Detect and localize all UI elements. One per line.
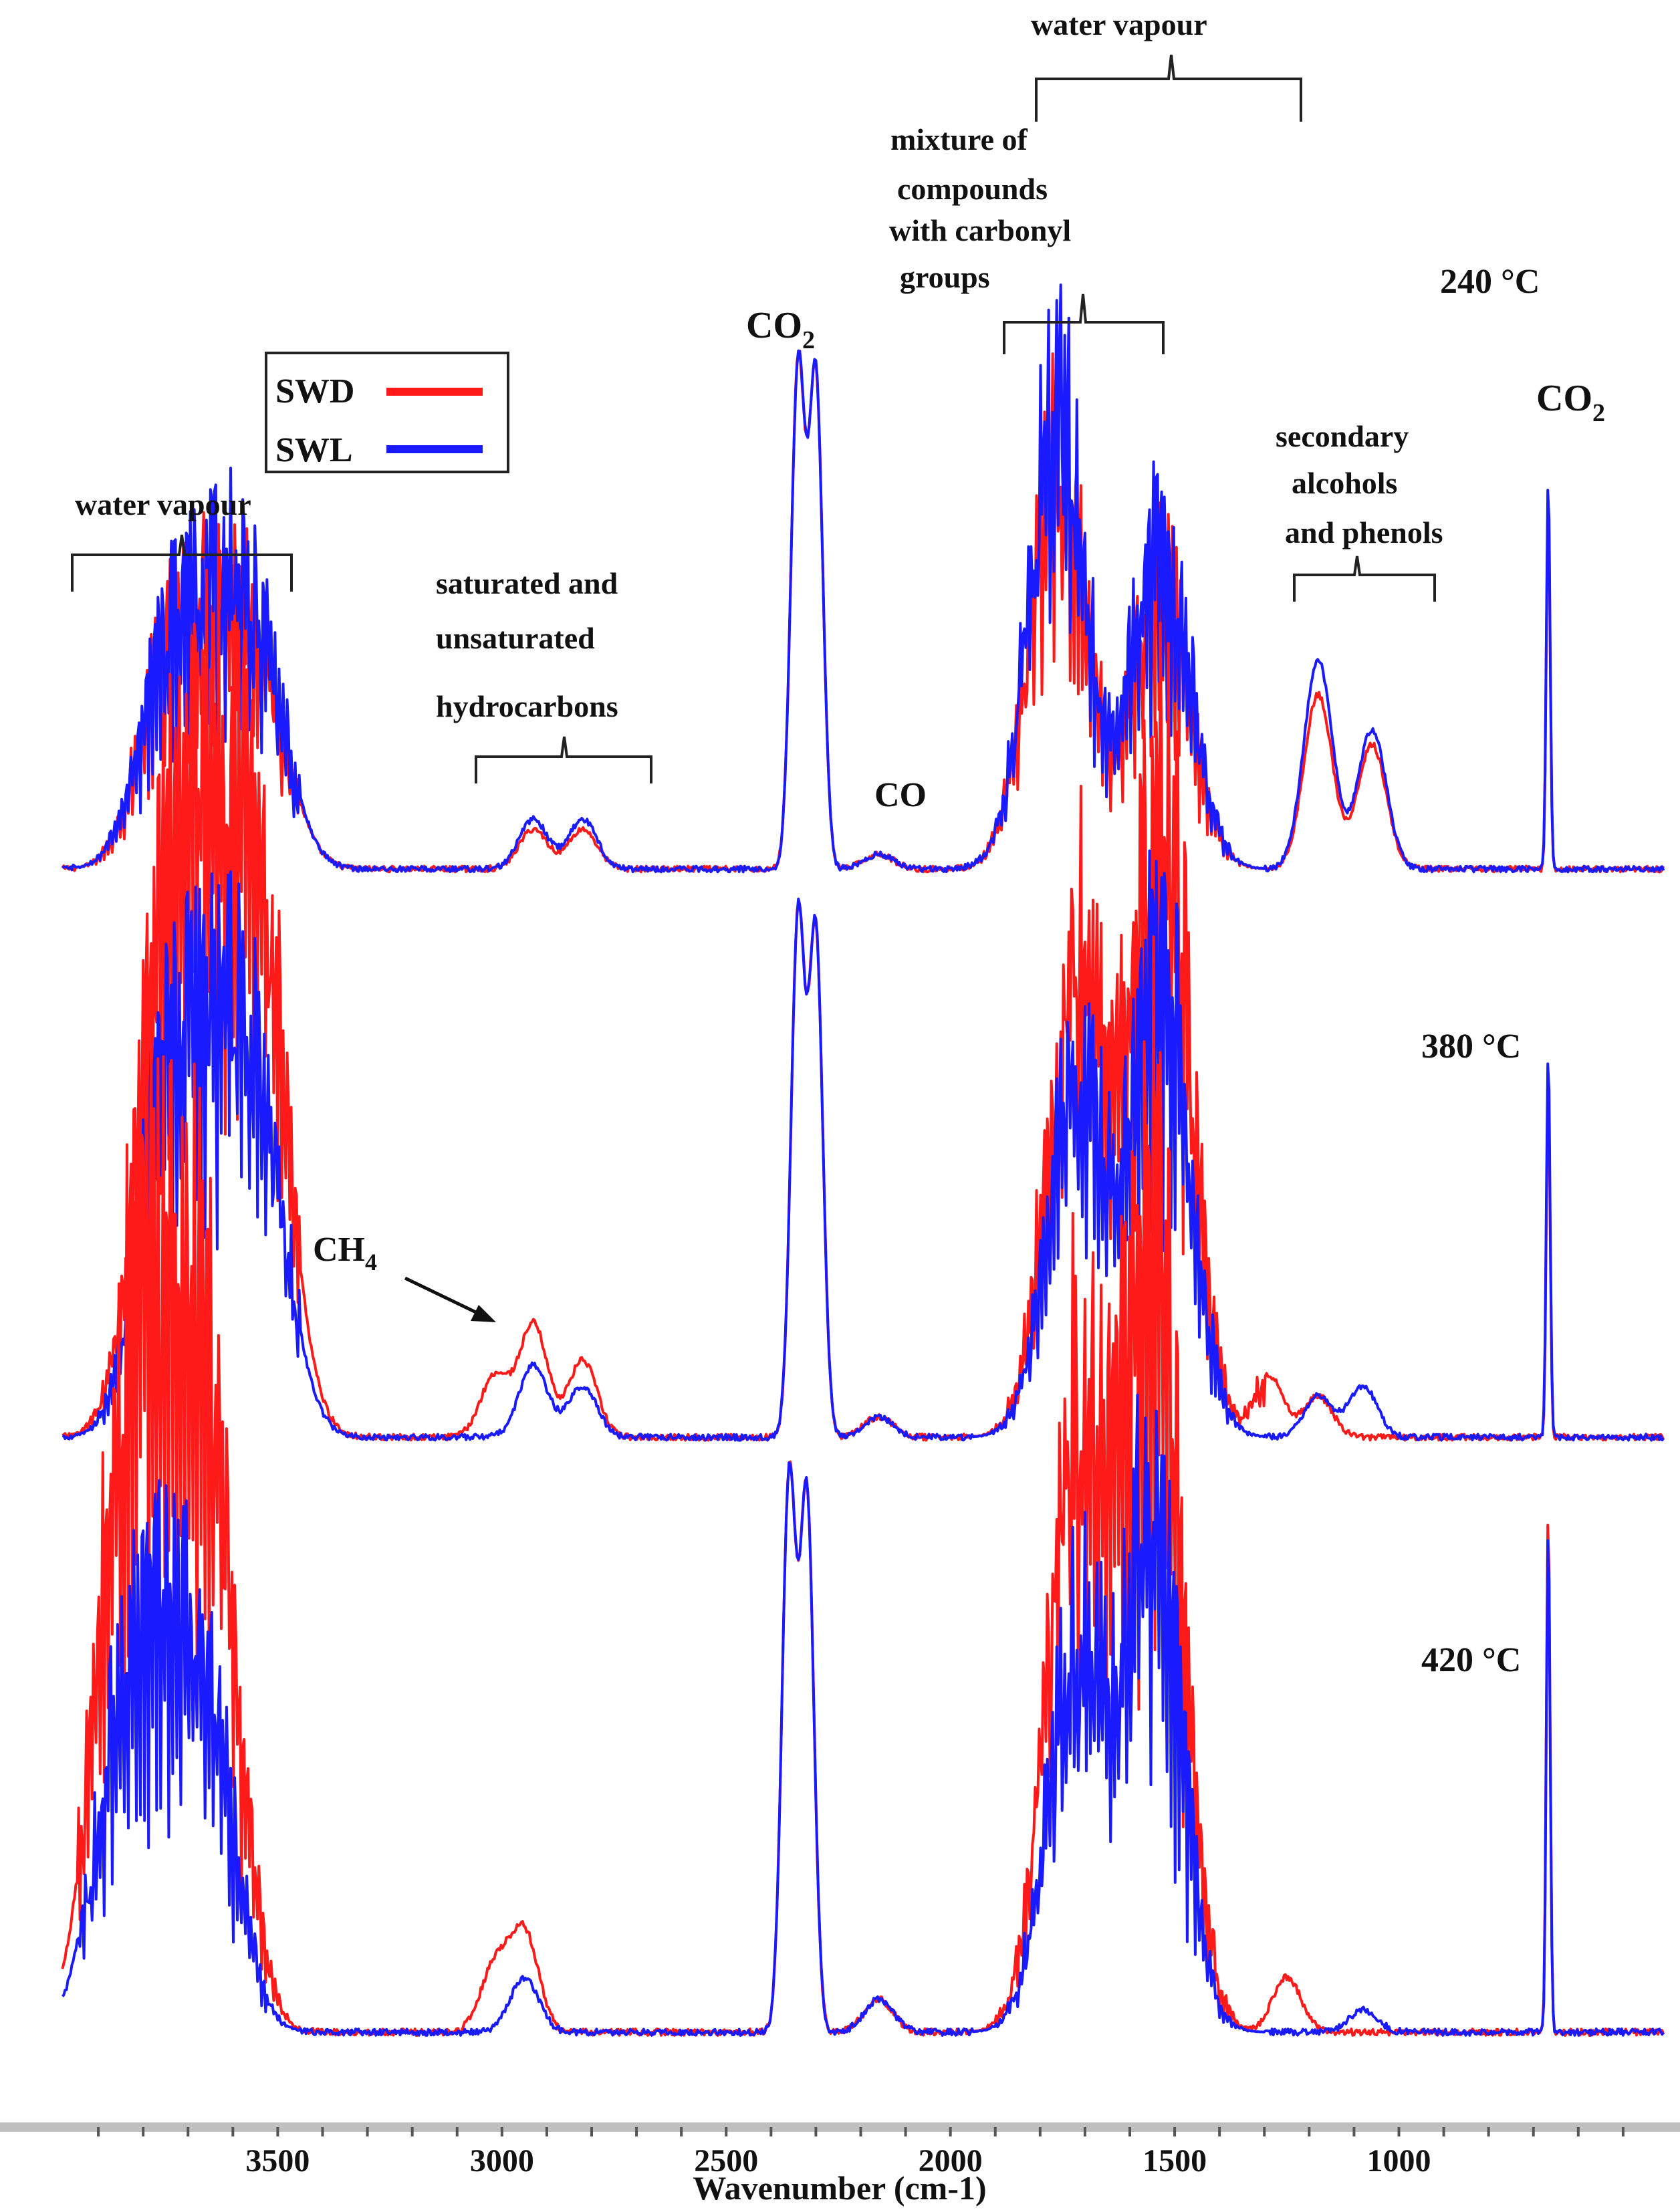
bracket-water-vapour-top xyxy=(1035,54,1302,122)
trace-swd-panel-2 xyxy=(62,523,1665,1442)
annotation-alcohols-3: and phenols xyxy=(1285,515,1443,549)
x-axis-title: Wavenumber (cm-1) xyxy=(693,2169,986,2207)
annotation-hydrocarbons-2: unsaturated xyxy=(436,621,595,655)
spectra-traces xyxy=(61,283,1665,2037)
annotation-hydrocarbons-3: hydrocarbons xyxy=(436,689,618,723)
x-tick-label: 2500 xyxy=(694,2143,758,2179)
trace-swl-panel-3 xyxy=(61,1393,1665,2037)
x-axis-ticks: 3500 3000 2500 2000 1500 1000 xyxy=(97,2127,1625,2179)
annotation-carbonyl-2: compounds xyxy=(897,172,1048,206)
annotation-co2-right: CO2 xyxy=(1536,378,1605,427)
legend: SWD SWL xyxy=(265,352,509,473)
x-tick-label: 2000 xyxy=(919,2143,983,2179)
x-tick-label: 1000 xyxy=(1367,2143,1431,2179)
x-tick-label: 1500 xyxy=(1143,2143,1207,2179)
temperature-labels: 240 °C 380 °C 420 °C xyxy=(1421,263,1540,1679)
annotation-alcohols-1: secondary xyxy=(1276,419,1409,453)
annotation-carbonyl-4: groups xyxy=(900,260,990,294)
trace-swl-panel-2 xyxy=(62,849,1665,1442)
bracket-carbonyl xyxy=(1003,293,1165,354)
annotation-alcohols-2: alcohols xyxy=(1292,466,1397,500)
bracket-water-vapour-left xyxy=(71,534,293,592)
ch4-arrow xyxy=(404,1276,496,1322)
legend-label-swl: SWL xyxy=(275,431,353,469)
trace-swl-panel-1 xyxy=(62,283,1665,874)
legend-label-swd: SWD xyxy=(275,372,354,410)
temp-label-240: 240 °C xyxy=(1440,263,1540,301)
temp-label-420: 420 °C xyxy=(1421,1641,1521,1679)
annotations: water vapour saturated and unsaturated h… xyxy=(71,7,1605,1322)
annotation-water-vapour-left: water vapour xyxy=(75,487,251,521)
annotation-co2-left: CO2 xyxy=(746,305,815,354)
annotation-co: CO xyxy=(874,776,927,814)
annotation-hydrocarbons-1: saturated and xyxy=(436,566,618,600)
x-axis: 3500 3000 2500 2000 1500 1000 Wavenumber (cm-… xyxy=(0,2122,1680,2207)
temp-label-380: 380 °C xyxy=(1421,1027,1521,1066)
annotation-ch4: CH4 xyxy=(313,1231,377,1275)
annotation-water-vapour-top: water vapour xyxy=(1031,7,1207,41)
bracket-alcohols xyxy=(1293,556,1436,602)
bracket-hydrocarbons xyxy=(475,736,652,783)
annotation-carbonyl-3: with carbonyl xyxy=(889,213,1071,247)
x-tick-label: 3000 xyxy=(470,2143,534,2179)
x-tick-label: 3500 xyxy=(245,2143,310,2179)
annotation-carbonyl-1: mixture of xyxy=(890,122,1028,156)
trace-swd-panel-3 xyxy=(61,935,1665,2037)
